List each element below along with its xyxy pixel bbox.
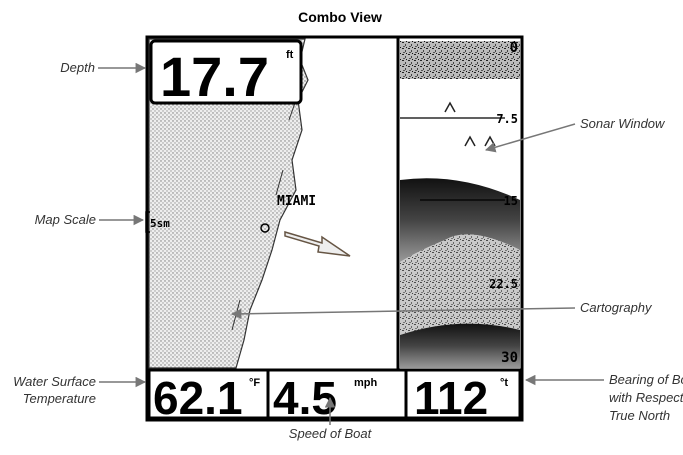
speed-value: 4.5	[273, 372, 337, 424]
callout-label: True North	[609, 408, 670, 423]
surface-clutter	[400, 41, 520, 79]
map-scale: 5sm	[150, 217, 170, 230]
temp-value: 62.1	[153, 372, 243, 424]
temp-unit: °F	[249, 377, 260, 389]
callout-label: Map Scale	[35, 212, 96, 227]
figure: Combo View 0 7.5 15 22.5 30 17.7 ft MIAM…	[0, 0, 683, 455]
sonar-depth: 0	[510, 40, 518, 56]
screen: 0 7.5 15 22.5 30 17.7 ft MIAMI 5sm 62.1 …	[146, 37, 522, 424]
sonar-depth: 22.5	[489, 277, 518, 291]
callout-label: Water Surface	[13, 374, 96, 389]
sonar-depth: 15	[504, 194, 518, 208]
title: Combo View	[298, 9, 382, 25]
callout-label: Temperature	[23, 391, 96, 406]
callout-label: Bearing of Boat	[609, 372, 683, 387]
sonar-depth: 7.5	[496, 112, 518, 126]
sonar-depth: 30	[501, 350, 518, 366]
callout-label: with Respect to	[609, 390, 683, 405]
callout-label: Depth	[60, 60, 95, 75]
callout-label: Speed of Boat	[289, 426, 373, 441]
bearing-value: 112	[414, 372, 488, 424]
bearing-unit: °t	[500, 377, 508, 389]
speed-unit: mph	[354, 377, 378, 389]
map-label: MIAMI	[277, 194, 316, 209]
callout-label: Cartography	[580, 300, 653, 315]
callout-label: Sonar Window	[580, 116, 666, 131]
depth-unit: ft	[286, 49, 294, 61]
depth-value: 17.7	[160, 45, 269, 108]
